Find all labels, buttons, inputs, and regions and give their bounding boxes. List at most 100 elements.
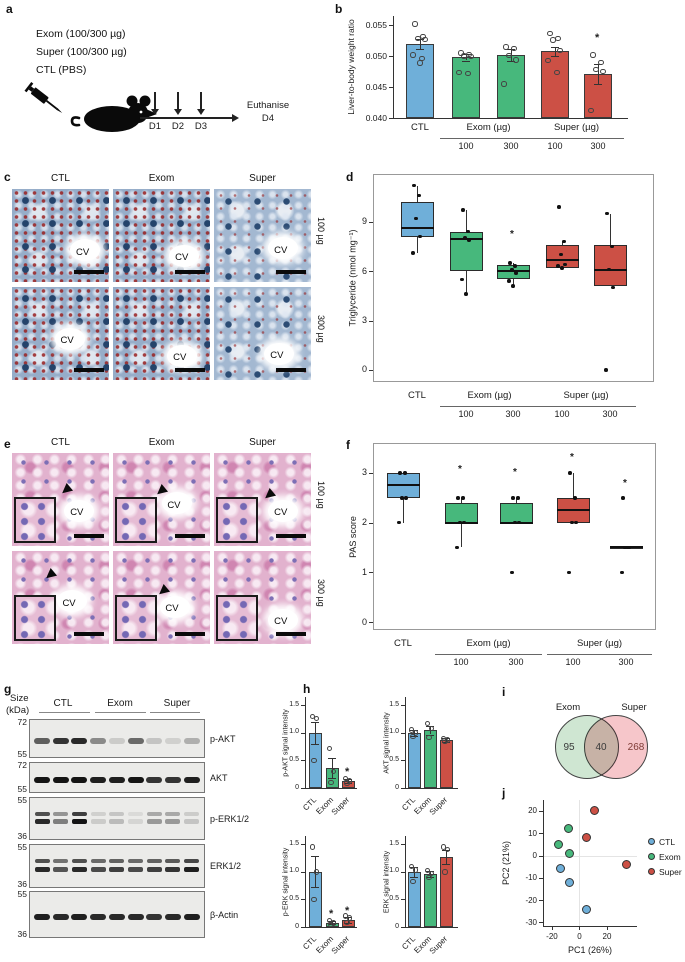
central-vein-label: CV — [173, 352, 187, 364]
size-unit-label: (kDa) — [6, 705, 30, 716]
group-label: Exom (µg) — [467, 390, 512, 401]
data-point — [511, 495, 515, 500]
data-point — [501, 81, 507, 87]
median-line — [556, 509, 590, 512]
x-tick — [606, 926, 608, 930]
y-tick — [369, 320, 373, 322]
y-tick — [301, 705, 305, 707]
data-point — [344, 780, 350, 786]
panel-j-scatter: 20 10 0 -10 -20 -30 -20 0 20 PC1 (26%) PC2 (21%) CT… — [498, 788, 685, 962]
micrograph-CTL-300µg: CV — [12, 551, 109, 644]
central-vein-label: CV — [60, 335, 74, 347]
central-vein-label: CV — [167, 499, 181, 511]
panel-label-j: j — [502, 786, 506, 800]
scale-bar — [276, 632, 306, 636]
band — [146, 913, 163, 920]
error-cap — [551, 55, 559, 57]
data-point — [511, 46, 517, 52]
data-point — [507, 279, 511, 283]
dose-label: 300 — [503, 141, 519, 151]
micrograph-CTL-100µg: CV — [12, 453, 109, 546]
y-tick-label: 1.5 — [389, 700, 399, 708]
median-line — [400, 227, 434, 230]
data-point — [428, 725, 435, 732]
y-axis — [393, 16, 394, 118]
error-cap — [442, 864, 450, 866]
panel-h-chart-akt: 0 0.5 1.0 1.5 AKT signal intensity CTL Exom Sup… — [382, 688, 482, 823]
data-point — [410, 52, 416, 58]
data-point — [554, 69, 560, 75]
central-vein-label: CV — [274, 616, 288, 628]
group-underline — [536, 406, 636, 407]
injection-arrow — [177, 92, 179, 109]
data-point — [559, 252, 563, 257]
band — [164, 737, 181, 744]
marker-top: 55 — [17, 795, 27, 805]
band-lower — [53, 866, 69, 872]
band-lower — [184, 819, 200, 825]
box-Super 100 — [545, 244, 579, 268]
lane-group-Super: Super — [163, 698, 191, 709]
micrograph-Super-100µg: CV — [214, 189, 311, 282]
data-point — [568, 471, 572, 475]
injection-arrow — [154, 92, 156, 109]
scatter-point-CTL — [565, 877, 575, 887]
y-tick-label: 0 — [295, 783, 299, 791]
median-line — [545, 259, 579, 262]
central-vein-label: CV — [70, 506, 84, 518]
dose-row-label: 300 µg — [316, 315, 326, 343]
y-axis-title: PC2 (21%) — [501, 840, 511, 886]
data-point — [408, 727, 415, 733]
data-point — [562, 239, 566, 244]
y-axis-title: AKT signal intensity — [383, 711, 391, 774]
y-axis — [305, 836, 306, 927]
band-upper — [90, 858, 106, 863]
y-tick-label: 0 — [361, 616, 367, 627]
group-underline — [529, 138, 624, 139]
data-point — [313, 869, 320, 875]
data-point — [503, 44, 509, 50]
data-point — [465, 70, 471, 77]
data-point — [511, 284, 515, 288]
day-label: D1 — [148, 121, 162, 132]
median-line — [496, 270, 530, 273]
significance-star: * — [623, 477, 627, 489]
magnified-inset — [216, 595, 258, 641]
y-tick — [539, 922, 543, 924]
y-tick-label: 0 — [532, 851, 537, 861]
x-tick-label: -20 — [546, 932, 558, 941]
data-point — [513, 264, 517, 269]
band-upper — [146, 811, 162, 816]
scale-bar — [175, 270, 205, 274]
whisker-low — [417, 236, 418, 254]
group-label: Super (µg) — [553, 122, 600, 133]
data-point — [545, 57, 551, 64]
y-tick — [389, 87, 393, 89]
venn-right-label: Super — [621, 702, 647, 713]
legend-label-Super: Super — [659, 867, 682, 877]
data-point — [573, 495, 577, 500]
x-axis-title: PC1 (26%) — [567, 945, 612, 955]
y-tick — [401, 732, 405, 734]
x-tick — [579, 926, 581, 930]
data-point — [460, 277, 464, 282]
panel-c-histology: CTL Exom Super CV CV CV CV CV CV 100 µg 300 µg — [12, 173, 337, 388]
error-cap — [551, 46, 559, 48]
data-point — [442, 869, 448, 875]
panel-h-chart-perk: 0 0.5 1.0 1.5 p-ERK signal intensity * * CTL Exo… — [281, 830, 381, 961]
y-tick — [539, 900, 543, 902]
band-upper — [165, 858, 181, 863]
data-point — [466, 229, 470, 234]
y-tick — [539, 877, 543, 879]
y-tick-label: 0 — [295, 922, 299, 930]
band-upper — [184, 858, 200, 863]
data-point — [517, 520, 521, 525]
panel-a-schematic: Exom (100/300 µg) Super (100/300 µg) CTL… — [8, 0, 338, 165]
band — [90, 776, 107, 783]
endpoint-day: D4 — [261, 113, 275, 124]
central-vein-label: CV — [62, 597, 76, 609]
band-upper — [146, 858, 162, 863]
bar-CTL — [407, 732, 421, 788]
band — [108, 913, 125, 920]
band — [183, 776, 200, 783]
